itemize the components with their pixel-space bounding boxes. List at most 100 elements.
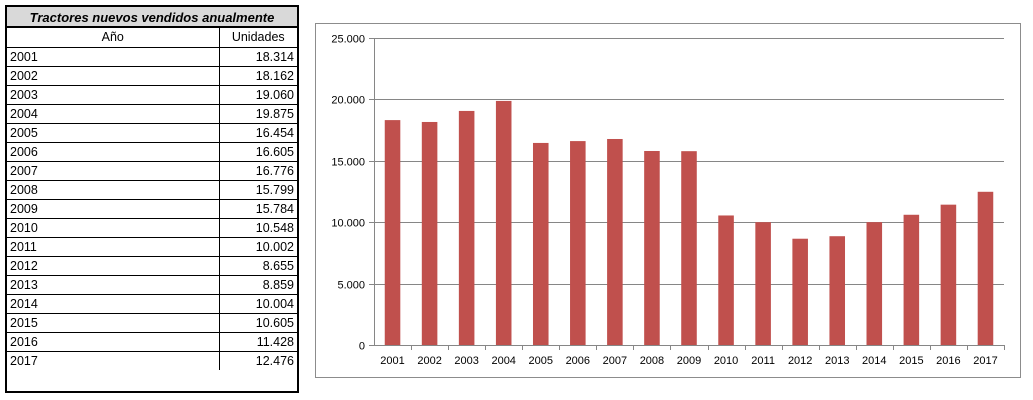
x-tick-label: 2006 (566, 355, 590, 367)
y-tick-label: 25.000 (331, 34, 365, 46)
bar-2015 (903, 214, 920, 345)
table-cell-year: 2013 (7, 275, 220, 295)
table-row: 2002 18.162 (7, 66, 297, 86)
bars (384, 100, 994, 346)
table-title: Tractores nuevos vendidos anualmente (7, 7, 297, 28)
table-cell-year: 2015 (7, 313, 220, 333)
table-row: 2014 10.004 (7, 294, 297, 314)
table-cell-year: 2008 (7, 180, 220, 200)
table-cell-units: 10.004 (219, 294, 297, 314)
bar-2008 (644, 150, 660, 345)
bar-2010 (718, 215, 734, 345)
bar-2007 (607, 138, 623, 345)
table-row: 2015 10.605 (7, 313, 297, 333)
table-cell-units: 16.454 (219, 123, 297, 143)
table-row: 2001 18.314 (7, 47, 297, 67)
x-tick-label: 2015 (899, 355, 923, 367)
table-cell-units: 12.476 (255, 353, 294, 368)
table-cell-units: 8.655 (219, 256, 297, 276)
table-cell-units: 15.784 (219, 199, 297, 219)
table-cell-year: 2002 (7, 66, 220, 86)
bar-2004 (495, 100, 512, 346)
table-cell-units: 16.776 (219, 161, 297, 181)
table-row: 2009 15.784 (7, 199, 297, 219)
y-tick-label: 10.000 (331, 218, 365, 230)
axes (369, 38, 1005, 350)
table-cell-units: 16.605 (219, 142, 297, 162)
bar-2006 (570, 141, 586, 345)
x-tick-label: 2001 (380, 355, 404, 367)
table-cell-units: 8.859 (219, 275, 297, 295)
table-row: 2010 10.548 (7, 218, 297, 238)
y-tick-label: 5.000 (337, 280, 365, 292)
table-row: 2004 19.875 (7, 104, 297, 124)
y-tick-labels: 0 5.000 10.000 15.000 20.000 25.000 (331, 34, 365, 353)
x-tick-label: 2010 (714, 355, 738, 367)
table-row: 2005 16.454 (7, 123, 297, 143)
table-cell-year: 2017 (7, 351, 220, 370)
table-row: 2012 8.655 (7, 256, 297, 276)
bar-chart: 0 5.000 10.000 15.000 20.000 25.000 2001 2002 2… (315, 23, 1021, 378)
data-table-panel: Tractores nuevos vendidos anualmente Año… (5, 5, 299, 393)
bar-2009 (681, 151, 697, 345)
bar-2014 (866, 222, 883, 345)
x-tick-label: 2009 (677, 355, 701, 367)
bar-2001 (384, 120, 401, 345)
table-cell-year: 2006 (7, 142, 220, 162)
x-tick-label: 2012 (788, 355, 812, 367)
table-cell-units: 10.002 (219, 237, 297, 257)
column-header-units: Unidades (219, 28, 297, 48)
column-header-year: Año (7, 28, 220, 48)
table-row: 2006 16.605 (7, 142, 297, 162)
table-row: 2013 8.859 (7, 275, 297, 295)
bar-2012 (792, 238, 808, 345)
table-cell-year: 2003 (7, 85, 220, 105)
y-tick-label: 20.000 (331, 95, 365, 107)
x-tick-labels: 2001 2002 2003 2004 2005 2006 2007 2008 2009 2010… (380, 355, 997, 367)
table-cell-units: 11.428 (219, 332, 297, 352)
table-cell-year: 2004 (7, 104, 220, 124)
table-cell-year: 2012 (7, 256, 220, 276)
y-tick-label: 15.000 (331, 157, 365, 169)
table-cell-year: 2001 (7, 47, 220, 67)
table-row: 2016 11.428 (7, 332, 297, 352)
x-tick-label: 2003 (454, 355, 478, 367)
table-cell-units: 19.875 (219, 104, 297, 124)
x-tick-label: 2013 (825, 355, 849, 367)
bar-2017 (977, 191, 994, 345)
table-cell-year: 2005 (7, 123, 220, 143)
table-cell-year: 2016 (7, 332, 220, 352)
y-tick-label: 0 (359, 341, 365, 353)
x-tick-label: 2011 (751, 355, 775, 367)
bar-2003 (458, 110, 475, 345)
table-cell-year: 2007 (7, 161, 220, 181)
x-tick-label: 2007 (603, 355, 627, 367)
table-row: 2007 16.776 (7, 161, 297, 181)
bar-2013 (829, 236, 846, 345)
data-table: Año Unidades 2001 18.314 2002 18.162 2003 19.… (7, 28, 297, 370)
table-cell-units: 15.799 (219, 180, 297, 200)
table-row: 2003 19.060 (7, 85, 297, 105)
x-tick-label: 2008 (640, 355, 664, 367)
table-cell-units: 18.314 (219, 47, 297, 67)
table-cell-units: 10.605 (219, 313, 297, 333)
table-cell-units: 18.162 (219, 66, 297, 86)
table-cell-year: 2010 (7, 218, 220, 238)
x-tick-label: 2014 (862, 355, 886, 367)
table-body: 2001 18.314 2002 18.162 2003 19.060 2004 19.875… (7, 47, 297, 370)
bar-2002 (421, 121, 438, 345)
table-cell-year: 2011 (7, 237, 220, 257)
table-cell-year: 2009 (7, 199, 220, 219)
x-tick-label: 2005 (529, 355, 553, 367)
bar-2016 (940, 204, 957, 345)
table-row: 2011 10.002 (7, 237, 297, 257)
table-row: 2017 12.476 (7, 351, 297, 370)
x-tick-label: 2004 (491, 355, 515, 367)
x-tick-label: 2017 (973, 355, 997, 367)
table-cell-units: 10.548 (219, 218, 297, 238)
x-tick-label: 2016 (936, 355, 960, 367)
table-header-row: Año Unidades (7, 28, 297, 48)
x-tick-label: 2002 (417, 355, 441, 367)
bar-2011 (755, 222, 771, 345)
